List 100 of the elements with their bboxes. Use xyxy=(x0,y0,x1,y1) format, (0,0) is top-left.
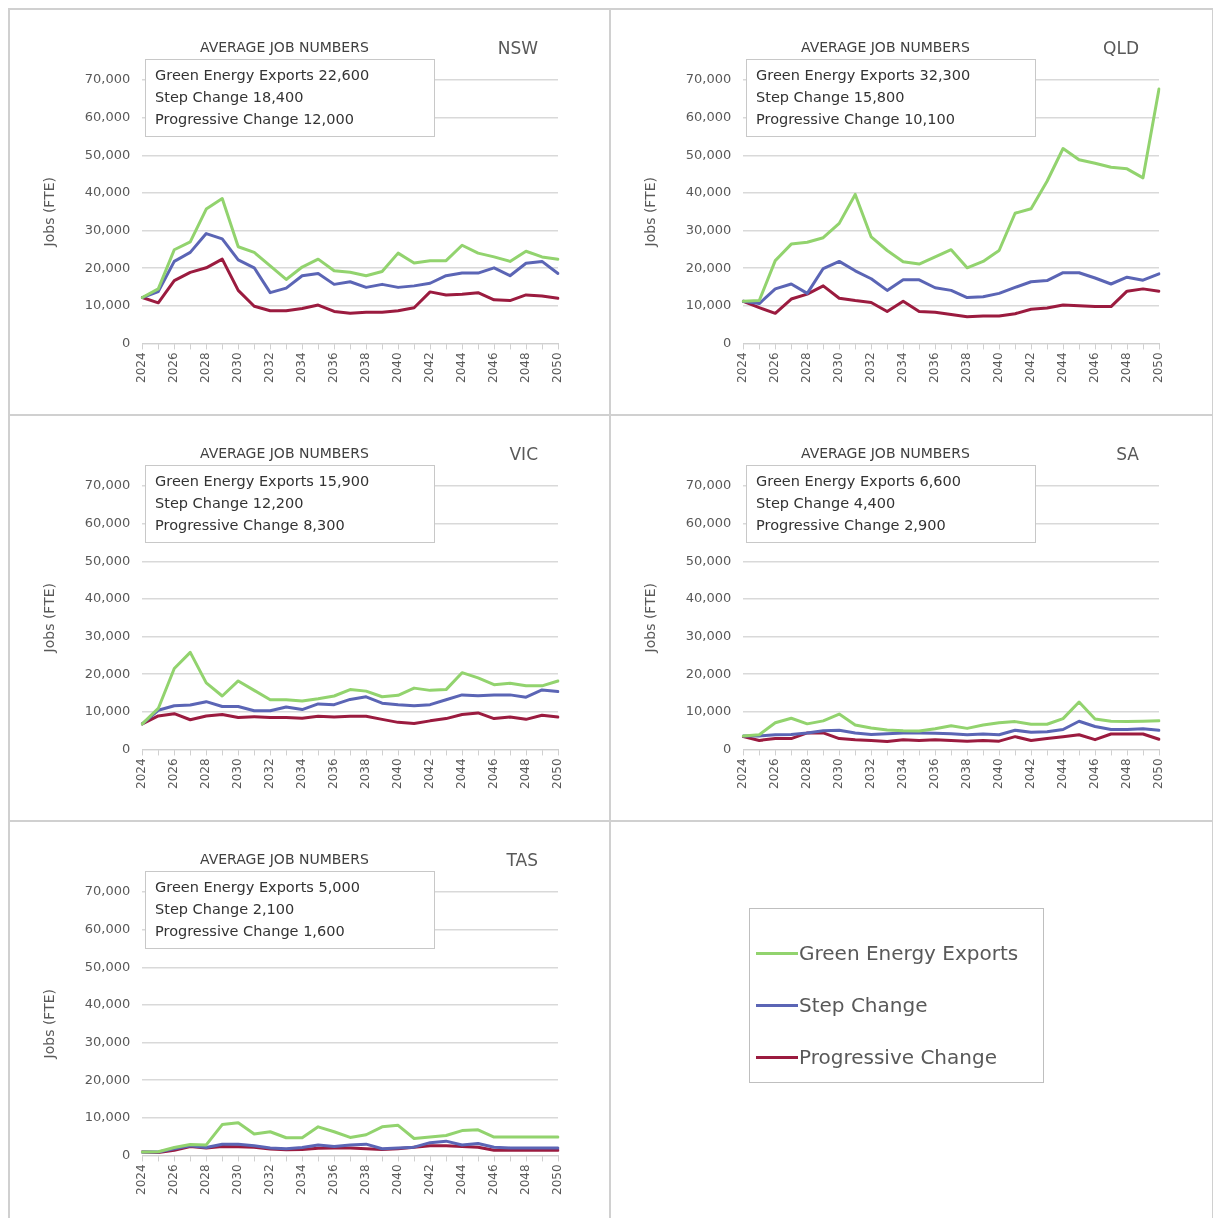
y-tick-label: 0 xyxy=(122,334,131,350)
x-tick-label: 2026 xyxy=(166,1164,181,1196)
x-tick-label: 2034 xyxy=(294,758,309,790)
x-tick-label: 2048 xyxy=(1119,352,1134,384)
y-tick-label: 70,000 xyxy=(84,883,131,899)
y-tick-label: 20,000 xyxy=(84,665,131,681)
x-tick-label: 2048 xyxy=(518,1164,533,1196)
x-tick-label: 2030 xyxy=(230,352,245,384)
x-tick-label: 2030 xyxy=(230,1164,245,1196)
y-tick-label: 40,000 xyxy=(84,590,131,606)
x-tick-label: 2046 xyxy=(486,1164,501,1196)
y-tick-label: 0 xyxy=(122,1146,131,1162)
y-tick-label: 60,000 xyxy=(685,109,732,125)
x-tick-label: 2026 xyxy=(166,758,181,790)
x-tick-label: 2050 xyxy=(550,758,565,790)
x-tick-label: 2028 xyxy=(198,758,213,790)
annotation: Progressive Change 8,300 xyxy=(155,516,346,535)
annotation: Green Energy Exports 15,900 xyxy=(155,472,371,491)
x-tick-label: 2032 xyxy=(262,1164,277,1196)
y-tick-label: 30,000 xyxy=(84,1033,131,1049)
x-tick-label: 2038 xyxy=(358,758,373,790)
chart-title: AVERAGE JOB NUMBERS xyxy=(801,39,970,55)
x-tick-label: 2050 xyxy=(1151,758,1166,790)
y-tick-label: 20,000 xyxy=(84,259,131,275)
y-tick-label: 0 xyxy=(723,334,732,350)
x-tick-label: 2048 xyxy=(1119,758,1134,790)
x-tick-label: 2050 xyxy=(550,352,565,384)
y-tick-label: 0 xyxy=(122,740,131,756)
y-tick-label: 40,000 xyxy=(84,996,131,1012)
x-tick-label: 2024 xyxy=(134,758,149,790)
x-tick-label: 2028 xyxy=(799,758,814,790)
legend-label: Progressive Change xyxy=(799,1045,997,1069)
y-tick-label: 50,000 xyxy=(84,146,131,162)
x-tick-label: 2030 xyxy=(831,352,846,384)
annotation: Progressive Change 1,600 xyxy=(155,922,346,941)
y-tick-label: 50,000 xyxy=(685,146,732,162)
y-axis-title: Jobs (FTE) xyxy=(41,177,58,248)
x-tick-label: 2042 xyxy=(1023,352,1038,384)
x-tick-label: 2048 xyxy=(518,758,533,790)
chart-subtitle: VIC xyxy=(509,444,538,464)
y-tick-label: 60,000 xyxy=(84,921,131,937)
annotation: Green Energy Exports 32,300 xyxy=(756,66,972,85)
x-tick-label: 2044 xyxy=(1055,758,1070,790)
x-tick-label: 2024 xyxy=(735,758,750,790)
y-axis-title: Jobs (FTE) xyxy=(41,583,58,654)
x-tick-label: 2044 xyxy=(1055,352,1070,384)
x-tick-label: 2030 xyxy=(230,758,245,790)
annotation: Progressive Change 2,900 xyxy=(756,516,947,535)
annotation: Green Energy Exports 6,600 xyxy=(756,472,963,491)
y-tick-label: 70,000 xyxy=(84,71,131,87)
x-tick-label: 2048 xyxy=(518,352,533,384)
x-tick-label: 2046 xyxy=(1087,758,1102,790)
y-tick-label: 70,000 xyxy=(84,477,131,493)
x-tick-label: 2036 xyxy=(326,352,341,384)
annotation: Green Energy Exports 5,000 xyxy=(155,878,362,897)
x-tick-label: 2040 xyxy=(390,1164,405,1196)
y-tick-label: 70,000 xyxy=(685,71,732,87)
chart-title: AVERAGE JOB NUMBERS xyxy=(200,445,369,461)
chart-subtitle: QLD xyxy=(1103,38,1139,58)
y-tick-label: 40,000 xyxy=(685,184,732,200)
x-tick-label: 2036 xyxy=(326,1164,341,1196)
x-tick-label: 2046 xyxy=(486,758,501,790)
x-tick-label: 2046 xyxy=(1087,352,1102,384)
y-tick-label: 20,000 xyxy=(685,665,732,681)
y-axis-title: Jobs (FTE) xyxy=(642,583,659,654)
x-tick-label: 2026 xyxy=(166,352,181,384)
y-tick-label: 40,000 xyxy=(84,184,131,200)
annotation: Step Change 18,400 xyxy=(155,88,305,107)
x-tick-label: 2038 xyxy=(358,1164,373,1196)
y-tick-label: 10,000 xyxy=(84,703,131,719)
y-axis-title: Jobs (FTE) xyxy=(642,177,659,248)
x-tick-label: 2050 xyxy=(1151,352,1166,384)
y-tick-label: 10,000 xyxy=(84,297,131,313)
chart-subtitle: NSW xyxy=(497,38,538,58)
y-tick-label: 10,000 xyxy=(685,703,732,719)
x-tick-label: 2032 xyxy=(262,758,277,790)
x-tick-label: 2026 xyxy=(767,758,782,790)
y-tick-label: 0 xyxy=(723,740,732,756)
x-tick-label: 2042 xyxy=(422,352,437,384)
x-tick-label: 2032 xyxy=(863,352,878,384)
y-tick-label: 70,000 xyxy=(685,477,732,493)
x-tick-label: 2042 xyxy=(422,1164,437,1196)
chart-subtitle: SA xyxy=(1116,444,1139,464)
x-tick-label: 2036 xyxy=(927,352,942,384)
annotation: Progressive Change 12,000 xyxy=(155,110,355,129)
y-tick-label: 30,000 xyxy=(685,221,732,237)
x-tick-label: 2034 xyxy=(895,352,910,384)
x-tick-label: 2024 xyxy=(134,1164,149,1196)
y-tick-label: 30,000 xyxy=(685,627,732,643)
x-tick-label: 2024 xyxy=(735,352,750,384)
y-tick-label: 20,000 xyxy=(84,1071,131,1087)
x-tick-label: 2032 xyxy=(262,352,277,384)
y-tick-label: 50,000 xyxy=(84,552,131,568)
x-tick-label: 2042 xyxy=(1023,758,1038,790)
y-tick-label: 20,000 xyxy=(685,259,732,275)
y-tick-label: 50,000 xyxy=(84,958,131,974)
x-tick-label: 2038 xyxy=(358,352,373,384)
annotation: Step Change 2,100 xyxy=(155,900,296,919)
chart-title: AVERAGE JOB NUMBERS xyxy=(200,851,369,867)
x-tick-label: 2046 xyxy=(486,352,501,384)
